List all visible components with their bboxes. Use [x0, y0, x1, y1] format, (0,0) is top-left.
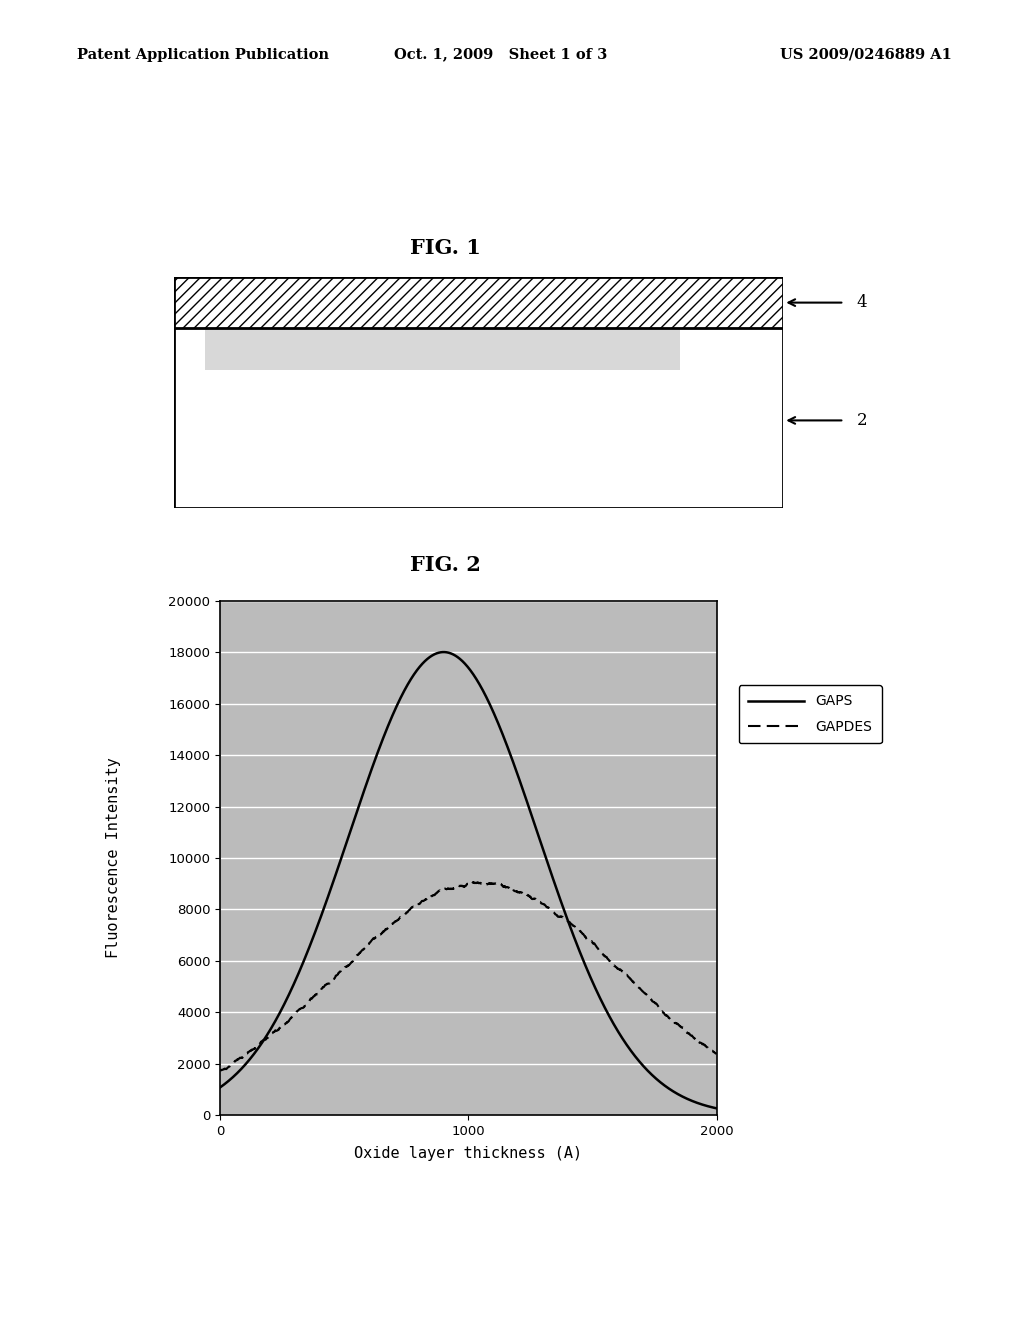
GAPDES — [696, 1036, 709, 1052]
Text: Oct. 1, 2009   Sheet 1 of 3: Oct. 1, 2009 Sheet 1 of 3 — [394, 48, 607, 62]
Bar — [174, 277, 783, 327]
Bar — [205, 327, 680, 370]
GAPDES — [456, 878, 468, 894]
GAPS — [456, 653, 468, 669]
Y-axis label: Fluorescence Intensity: Fluorescence Intensity — [105, 758, 121, 958]
GAPDES — [214, 1063, 226, 1078]
GAPS — [437, 644, 450, 660]
Text: 2: 2 — [856, 412, 867, 429]
GAPS — [442, 645, 455, 661]
GAPS — [240, 1056, 252, 1072]
GAPS — [696, 1097, 709, 1113]
Text: FIG. 1: FIG. 1 — [410, 238, 481, 259]
GAPDES — [605, 954, 617, 970]
Line: GAPS: GAPS — [220, 652, 717, 1109]
GAPDES — [442, 880, 455, 896]
GAPDES — [465, 874, 477, 890]
GAPS — [605, 1012, 617, 1028]
GAPDES — [696, 1036, 709, 1052]
X-axis label: Oxide layer thickness (A): Oxide layer thickness (A) — [354, 1147, 583, 1162]
Legend: GAPS, GAPDES: GAPS, GAPDES — [738, 685, 882, 743]
GAPS — [711, 1101, 723, 1117]
GAPDES — [711, 1045, 723, 1061]
Text: FIG. 2: FIG. 2 — [410, 554, 481, 576]
Text: Patent Application Publication: Patent Application Publication — [77, 48, 329, 62]
Text: US 2009/0246889 A1: US 2009/0246889 A1 — [780, 48, 952, 62]
GAPS — [214, 1080, 226, 1096]
GAPS — [696, 1097, 709, 1113]
GAPDES — [240, 1047, 252, 1063]
Line: GAPDES: GAPDES — [220, 882, 717, 1071]
Text: 4: 4 — [856, 294, 867, 312]
